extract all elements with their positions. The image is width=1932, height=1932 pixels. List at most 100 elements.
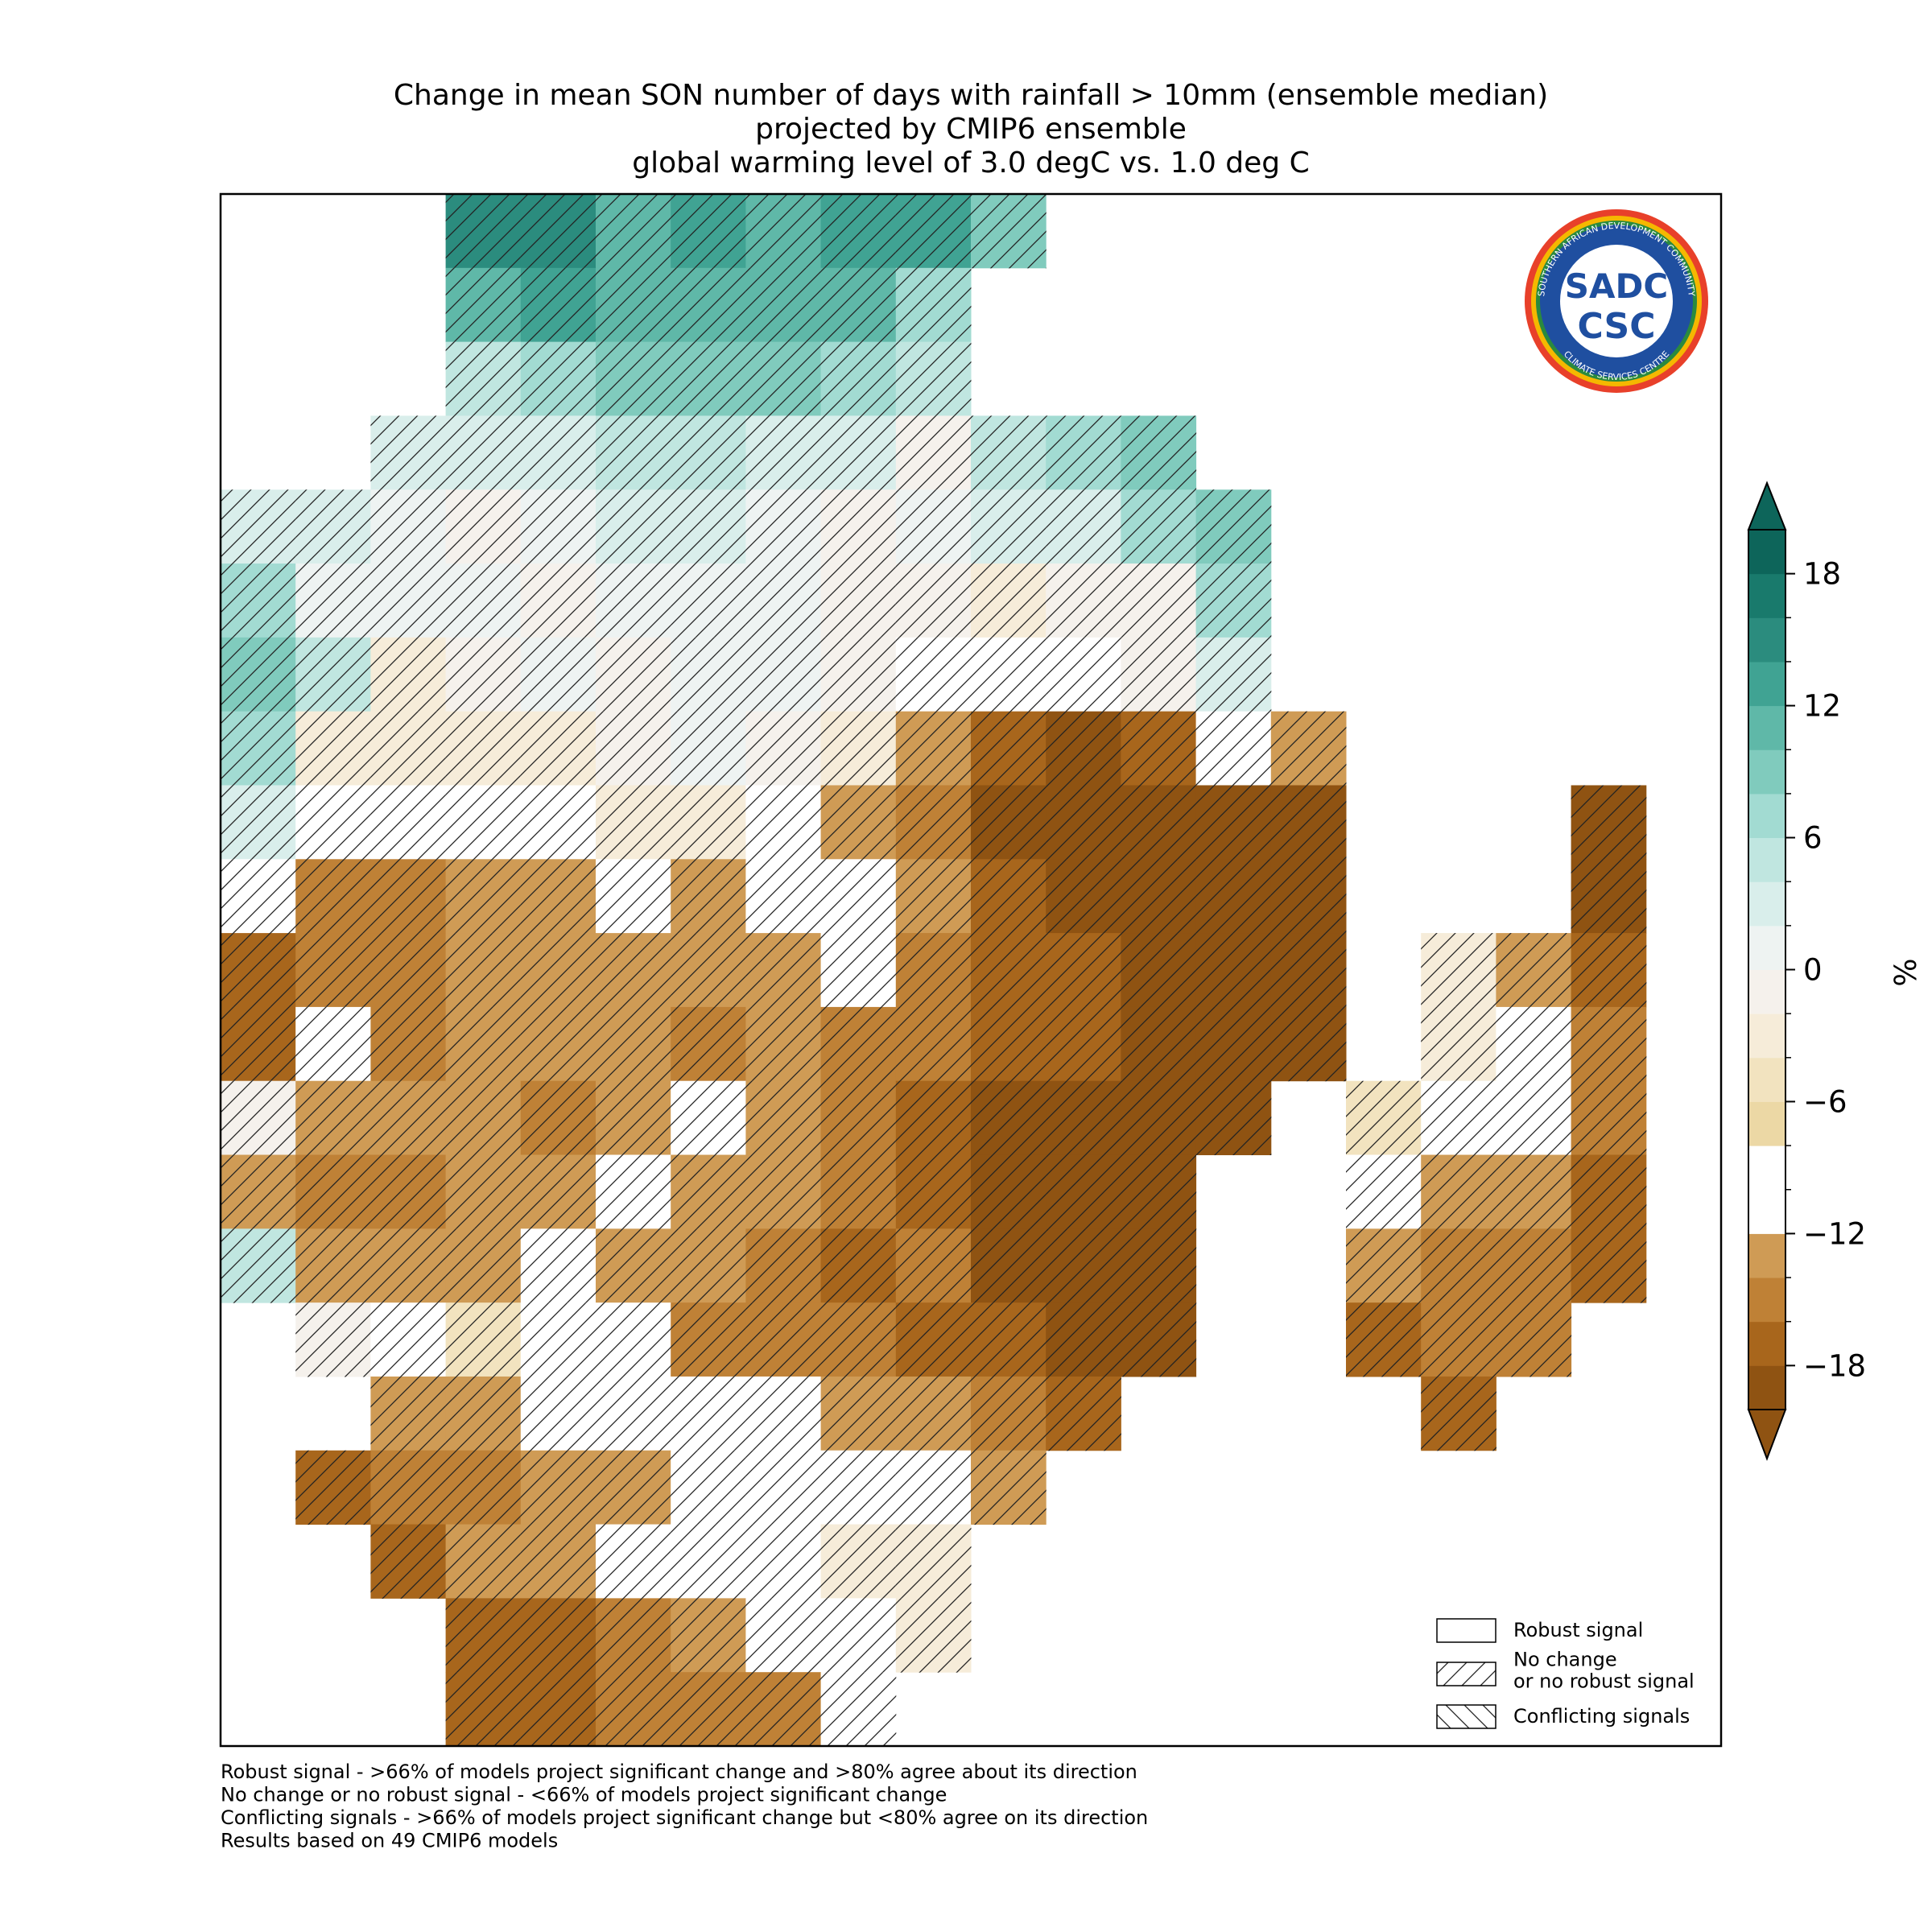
map-frame <box>219 192 1723 1748</box>
hatch <box>1346 1080 1422 1156</box>
hatch <box>745 785 822 860</box>
hatch <box>221 637 296 712</box>
hatch <box>671 1228 746 1303</box>
hatch <box>671 194 746 269</box>
hatch <box>895 1450 972 1525</box>
hatch <box>1121 489 1197 564</box>
hatch <box>895 933 972 1008</box>
hatch <box>1270 711 1347 786</box>
hatch <box>745 1524 822 1599</box>
colorbar-segment <box>1748 793 1785 839</box>
logo-sub: CSC <box>1577 306 1655 347</box>
hatch <box>370 1450 447 1525</box>
hatch <box>895 1524 972 1599</box>
hatch <box>671 1450 746 1525</box>
hatch <box>1421 1154 1496 1229</box>
hatch <box>1571 785 1647 860</box>
hatch <box>895 859 972 934</box>
hatch <box>745 1006 822 1082</box>
hatch <box>745 1376 822 1451</box>
title-line: Change in mean SON number of days with r… <box>394 79 1548 112</box>
hatch <box>445 785 522 860</box>
hatch <box>370 711 447 786</box>
hatch <box>221 564 296 638</box>
hatch <box>596 489 671 564</box>
hatch <box>895 1154 972 1229</box>
hatch <box>895 489 972 564</box>
hatch <box>1121 564 1197 638</box>
hatch <box>671 1302 746 1377</box>
hatch <box>596 341 671 416</box>
hatch <box>370 785 447 860</box>
hatch <box>671 1154 746 1229</box>
hatch <box>596 1672 671 1747</box>
hatch <box>520 489 597 564</box>
hatch <box>971 564 1046 638</box>
hatch <box>596 1450 671 1525</box>
hatch <box>1046 564 1121 638</box>
colorbar-tick-label: 6 <box>1803 821 1823 856</box>
footnote: Results based on 49 CMIP6 models <box>221 1830 558 1852</box>
hatch <box>745 341 822 416</box>
hatch <box>370 1228 447 1303</box>
hatch <box>520 1080 597 1156</box>
hatch <box>295 1154 371 1229</box>
hatch <box>671 637 746 712</box>
hatch <box>671 267 746 343</box>
hatch <box>445 933 522 1008</box>
hatch <box>596 785 671 860</box>
hatch <box>820 859 897 934</box>
hatch <box>1571 1006 1647 1082</box>
hatch <box>971 415 1046 490</box>
hatch <box>1046 859 1121 934</box>
hatch <box>1421 1228 1496 1303</box>
hatch <box>745 1302 822 1377</box>
colorbar-segment <box>1748 1233 1785 1278</box>
hatch <box>596 1376 671 1451</box>
hatch <box>295 1228 371 1303</box>
hatch <box>971 489 1046 564</box>
hatch <box>820 1598 897 1673</box>
hatch <box>1346 1154 1422 1229</box>
hatch <box>295 489 371 564</box>
hatch <box>370 1376 447 1451</box>
hatch <box>221 1154 296 1229</box>
hatch <box>520 194 597 269</box>
hatch <box>370 564 447 638</box>
hatch <box>1571 933 1647 1008</box>
hatch <box>1046 1228 1121 1303</box>
hatch <box>895 1376 972 1451</box>
hatch <box>895 1080 972 1156</box>
hatch <box>445 564 522 638</box>
hatch <box>820 933 897 1008</box>
hatch <box>596 1302 671 1377</box>
hatch <box>820 785 897 860</box>
hatch <box>671 1006 746 1082</box>
hatch <box>1046 1302 1121 1377</box>
hatch <box>520 785 597 860</box>
legend-swatch <box>1436 1662 1496 1686</box>
hatch <box>895 637 972 712</box>
hatch <box>895 415 972 490</box>
hatch <box>1121 785 1197 860</box>
hatch <box>971 1450 1046 1525</box>
hatch <box>295 1302 371 1377</box>
hatch <box>1496 1302 1572 1377</box>
colorbar-segment <box>1748 1321 1785 1366</box>
hatch <box>745 267 822 343</box>
hatch <box>445 1228 522 1303</box>
hatch <box>221 489 296 564</box>
hatch <box>820 267 897 343</box>
hatch <box>1270 1006 1347 1082</box>
colorbar-tick-label: −12 <box>1803 1216 1866 1251</box>
colorbar-segment <box>1748 881 1785 927</box>
hatch <box>895 267 972 343</box>
hatch <box>671 711 746 786</box>
hatch <box>1270 785 1347 860</box>
colorbar-extend-top <box>1747 481 1787 530</box>
colorbar-tick-label: 12 <box>1803 689 1841 724</box>
hatch <box>820 415 897 490</box>
hatch <box>1046 1376 1121 1451</box>
